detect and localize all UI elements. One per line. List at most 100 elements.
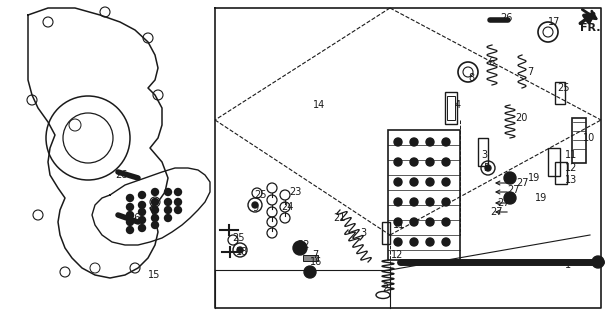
Bar xyxy=(555,82,565,104)
Circle shape xyxy=(442,238,450,246)
Text: 12: 12 xyxy=(565,163,578,173)
Circle shape xyxy=(442,218,450,226)
Circle shape xyxy=(126,227,134,234)
Circle shape xyxy=(151,206,159,213)
Circle shape xyxy=(410,218,418,226)
Circle shape xyxy=(485,165,491,171)
Text: 1: 1 xyxy=(565,260,571,270)
Circle shape xyxy=(165,206,171,213)
Circle shape xyxy=(394,238,402,246)
Text: 12: 12 xyxy=(391,250,403,260)
Text: 25: 25 xyxy=(557,83,570,93)
Circle shape xyxy=(237,247,243,253)
Text: 24: 24 xyxy=(281,202,293,212)
Text: 9: 9 xyxy=(252,203,258,213)
Circle shape xyxy=(394,158,402,166)
Text: 27: 27 xyxy=(497,198,509,208)
Circle shape xyxy=(151,214,159,221)
Circle shape xyxy=(504,192,516,204)
Text: 5: 5 xyxy=(483,163,489,173)
Text: 26: 26 xyxy=(115,170,127,180)
Text: 27: 27 xyxy=(490,207,503,217)
Text: 7: 7 xyxy=(312,250,318,260)
Text: 27: 27 xyxy=(507,185,520,195)
Text: 3: 3 xyxy=(360,228,366,238)
Bar xyxy=(447,96,455,120)
Text: 11: 11 xyxy=(565,150,577,160)
Circle shape xyxy=(126,219,134,226)
Text: 25: 25 xyxy=(232,233,245,243)
Text: 26: 26 xyxy=(128,213,140,223)
Circle shape xyxy=(504,172,516,184)
Circle shape xyxy=(426,158,434,166)
Text: 3: 3 xyxy=(481,150,487,160)
Text: 8: 8 xyxy=(468,73,474,83)
Circle shape xyxy=(410,158,418,166)
Text: 22: 22 xyxy=(297,240,309,250)
Text: 19: 19 xyxy=(535,193,547,203)
Text: 23: 23 xyxy=(289,187,301,197)
Circle shape xyxy=(592,256,604,268)
Circle shape xyxy=(138,217,146,223)
Text: 19: 19 xyxy=(528,173,540,183)
Text: 21: 21 xyxy=(333,213,345,223)
Circle shape xyxy=(394,198,402,206)
Circle shape xyxy=(174,198,182,205)
Circle shape xyxy=(426,238,434,246)
Circle shape xyxy=(138,202,146,209)
Bar xyxy=(478,138,488,166)
Circle shape xyxy=(151,221,159,228)
Bar xyxy=(388,130,460,260)
Circle shape xyxy=(293,241,307,255)
Bar xyxy=(445,92,457,124)
Circle shape xyxy=(138,209,146,215)
Circle shape xyxy=(165,188,171,196)
Text: 20: 20 xyxy=(515,113,528,123)
Text: 6: 6 xyxy=(488,57,494,67)
Circle shape xyxy=(410,138,418,146)
Text: 4: 4 xyxy=(455,100,461,110)
Circle shape xyxy=(426,218,434,226)
Circle shape xyxy=(126,204,134,211)
Text: 25: 25 xyxy=(254,190,267,200)
Circle shape xyxy=(426,178,434,186)
Circle shape xyxy=(174,206,182,213)
Bar xyxy=(555,162,567,184)
Bar xyxy=(303,255,318,261)
Circle shape xyxy=(442,138,450,146)
Circle shape xyxy=(410,198,418,206)
Circle shape xyxy=(442,198,450,206)
Circle shape xyxy=(426,138,434,146)
Text: 16: 16 xyxy=(310,257,322,267)
Circle shape xyxy=(426,198,434,206)
Circle shape xyxy=(394,138,402,146)
Text: 14: 14 xyxy=(313,100,325,110)
Circle shape xyxy=(126,195,134,202)
Circle shape xyxy=(126,212,134,219)
Text: 27: 27 xyxy=(516,178,528,188)
Bar xyxy=(572,118,586,163)
Text: 18: 18 xyxy=(236,247,248,257)
Circle shape xyxy=(165,214,171,221)
Text: 11: 11 xyxy=(393,220,405,230)
Circle shape xyxy=(394,178,402,186)
Text: 10: 10 xyxy=(583,133,595,143)
Circle shape xyxy=(151,188,159,196)
Circle shape xyxy=(174,188,182,196)
Circle shape xyxy=(304,266,316,278)
Circle shape xyxy=(138,191,146,198)
Text: 26: 26 xyxy=(500,13,512,23)
Circle shape xyxy=(410,238,418,246)
Text: 7: 7 xyxy=(527,67,533,77)
Circle shape xyxy=(442,178,450,186)
Circle shape xyxy=(165,198,171,205)
Circle shape xyxy=(442,158,450,166)
Text: FR.: FR. xyxy=(580,23,600,33)
Bar xyxy=(382,222,390,244)
Text: 2: 2 xyxy=(382,283,388,293)
Text: 17: 17 xyxy=(548,17,561,27)
Text: 13: 13 xyxy=(565,175,577,185)
Circle shape xyxy=(410,178,418,186)
Circle shape xyxy=(394,218,402,226)
Circle shape xyxy=(151,198,159,205)
